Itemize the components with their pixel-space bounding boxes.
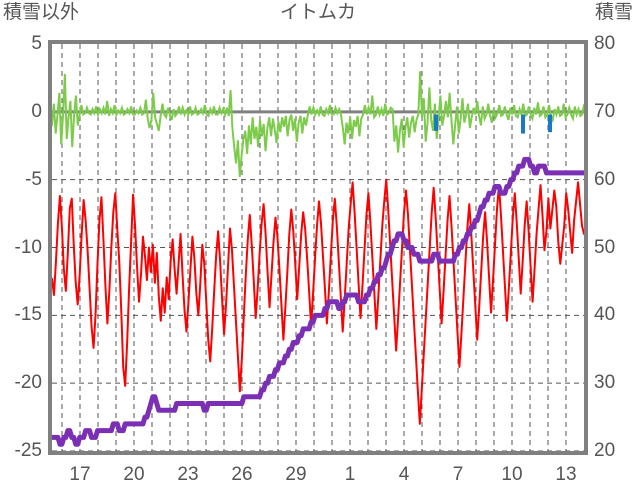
series-red-temperature-line — [52, 178, 584, 425]
y-axis-tick-label: 5 — [31, 33, 42, 54]
y2-axis-tick-label: 70 — [594, 100, 616, 122]
y2-axis-tick-label: 30 — [594, 372, 616, 394]
y2-axis-tick-label: 20 — [594, 440, 616, 461]
x-axis-tick-label: 4 — [398, 464, 410, 485]
x-axis-tick-label: 10 — [501, 464, 523, 485]
left-axis-caption: 積雪以外 — [3, 2, 80, 23]
x-axis-tick-label: 13 — [555, 464, 577, 485]
plot-canvas — [52, 44, 584, 451]
y2-axis-tick-label: 50 — [594, 236, 616, 258]
y2-axis-tick-label: 80 — [594, 33, 616, 54]
chart-svg — [52, 44, 584, 451]
y-axis-tick-label: -25 — [14, 440, 42, 461]
y-axis-tick-label: -15 — [14, 304, 42, 326]
y-axis-tick-label: 0 — [31, 100, 42, 122]
series-purple-snowdepth-line — [52, 156, 584, 447]
x-axis-tick-label: 7 — [452, 464, 464, 485]
right-axis-caption: 積雪 — [594, 2, 633, 23]
y-axis-tick-label: -5 — [25, 168, 42, 190]
series-green-line — [52, 71, 584, 178]
x-axis-tick-label: 29 — [285, 464, 307, 485]
x-axis-tick-label: 23 — [177, 464, 199, 485]
x-axis-tick-label: 1 — [344, 464, 356, 485]
series-blue-bars — [434, 114, 552, 134]
y2-axis-tick-label: 60 — [594, 168, 616, 190]
x-axis-tick-label: 26 — [231, 464, 253, 485]
y-axis-tick-label: -20 — [14, 372, 42, 394]
x-axis-tick-label: 20 — [123, 464, 145, 485]
y-axis-tick-label: -10 — [14, 236, 42, 258]
chart-title: イトムカ — [279, 2, 356, 23]
x-axis-tick-label: 17 — [69, 464, 91, 485]
plot-area — [48, 40, 588, 455]
y2-axis-tick-label: 40 — [594, 304, 616, 326]
